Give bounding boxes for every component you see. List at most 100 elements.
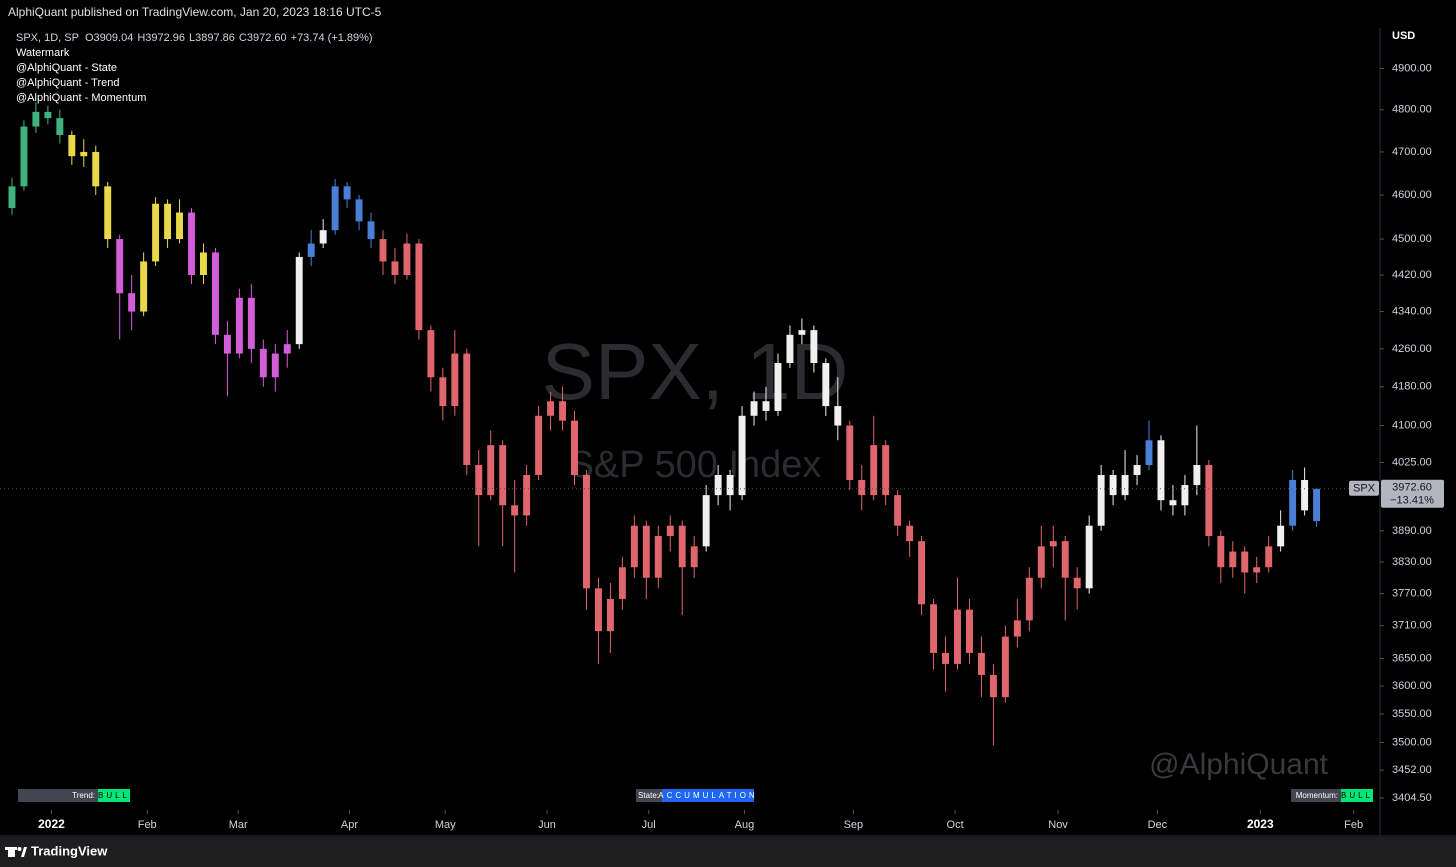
y-tick-label: 3650.00 bbox=[1392, 652, 1432, 664]
symbol-tag: SPX bbox=[1353, 483, 1376, 495]
candle-body bbox=[104, 186, 112, 240]
candle-body bbox=[8, 186, 16, 209]
candle-body bbox=[80, 151, 88, 157]
candle-body bbox=[451, 353, 459, 407]
candle-body bbox=[487, 445, 495, 496]
candle-body bbox=[176, 212, 184, 240]
candle-body bbox=[211, 252, 219, 335]
x-tick-label: Feb bbox=[138, 819, 157, 831]
symbol-tag-box bbox=[1349, 480, 1379, 496]
currency: USD bbox=[1392, 30, 1415, 42]
candle-body bbox=[882, 445, 890, 496]
candle-body bbox=[1049, 541, 1057, 547]
y-tick-label: 3890.00 bbox=[1392, 525, 1432, 537]
candle-body bbox=[834, 406, 842, 426]
candle-body bbox=[247, 297, 255, 349]
candle-body bbox=[1169, 500, 1177, 506]
candle-body bbox=[810, 330, 818, 364]
candle-body bbox=[1313, 488, 1321, 522]
candle-body bbox=[1013, 620, 1021, 637]
candle-body bbox=[547, 401, 555, 416]
y-tick-label: 3404.50 bbox=[1392, 792, 1432, 804]
candle-body bbox=[714, 474, 722, 496]
candle-body bbox=[92, 151, 100, 187]
candle-body bbox=[966, 609, 973, 653]
candle-body bbox=[32, 111, 40, 127]
candle-body bbox=[954, 609, 961, 664]
y-tick-label: 3830.00 bbox=[1392, 556, 1432, 568]
x-tick-label: 2022 bbox=[38, 817, 65, 831]
y-tick-label: 4700.00 bbox=[1392, 146, 1432, 158]
panel-value-box bbox=[662, 789, 754, 802]
candle-body bbox=[271, 353, 279, 378]
panel-value: BULL bbox=[1341, 791, 1373, 800]
candle-body bbox=[1073, 577, 1081, 589]
candle-body bbox=[56, 118, 64, 135]
candle-body bbox=[846, 425, 854, 481]
candle-body bbox=[559, 401, 567, 421]
change: +73.74 (+1.89%) bbox=[291, 32, 373, 44]
candle-body bbox=[1061, 541, 1069, 578]
h-value: 3972.96 bbox=[145, 32, 185, 44]
candle-body bbox=[439, 377, 447, 407]
candle-body bbox=[499, 445, 507, 506]
y-tick-label: 3500.00 bbox=[1392, 736, 1432, 748]
symbol: SPX, 1D, SP bbox=[16, 32, 79, 44]
candle-body bbox=[786, 334, 794, 364]
candle-body bbox=[1205, 465, 1213, 537]
candle-body bbox=[1157, 440, 1165, 501]
y-tick-label: 4180.00 bbox=[1392, 381, 1432, 393]
l-key: L bbox=[189, 32, 195, 44]
candle-body bbox=[726, 474, 734, 496]
panel-label: Momentum: bbox=[1296, 791, 1338, 800]
x-tick-label: 2023 bbox=[1247, 817, 1274, 831]
candle-body bbox=[870, 445, 878, 496]
x-tick-label: Feb bbox=[1344, 819, 1363, 831]
candle-body bbox=[798, 330, 806, 335]
candle-body bbox=[1133, 465, 1141, 475]
y-tick-label: 4025.00 bbox=[1392, 456, 1432, 468]
candle-body bbox=[1145, 440, 1153, 466]
candle-body bbox=[44, 111, 52, 119]
candle-body bbox=[594, 588, 602, 632]
candle-body bbox=[343, 186, 351, 200]
candle-body bbox=[1193, 465, 1201, 486]
candle-body bbox=[199, 252, 207, 275]
candle-body bbox=[1001, 636, 1009, 698]
panel-label: State: bbox=[638, 791, 659, 800]
candle-body bbox=[1109, 474, 1117, 496]
candle-body bbox=[1181, 485, 1189, 506]
x-tick-label: Sep bbox=[844, 819, 864, 831]
x-tick-label: Oct bbox=[947, 819, 964, 831]
candle-body bbox=[223, 334, 231, 354]
o-value: 3909.04 bbox=[94, 32, 134, 44]
logo-part bbox=[5, 847, 17, 850]
candle-body bbox=[702, 495, 710, 547]
panel-value-box bbox=[98, 789, 130, 802]
x-tick-label: Dec bbox=[1148, 819, 1168, 831]
candle-body bbox=[930, 604, 938, 653]
h-key: H bbox=[137, 32, 145, 44]
x-tick-label: Jun bbox=[538, 819, 556, 831]
candle-body bbox=[415, 243, 423, 331]
candle-body bbox=[822, 363, 830, 407]
logo-part bbox=[8, 847, 15, 857]
candle-body bbox=[989, 674, 997, 698]
candle-body bbox=[1097, 474, 1105, 526]
price-tag-box bbox=[1381, 479, 1444, 508]
candle-body bbox=[475, 465, 483, 496]
candle-body bbox=[1037, 546, 1045, 578]
panel-value: BULL bbox=[98, 791, 130, 800]
watermark-author: @AlphiQuant bbox=[1149, 748, 1329, 781]
panel-label-box bbox=[636, 789, 662, 802]
candle-body bbox=[463, 353, 471, 466]
candle-body bbox=[307, 243, 315, 257]
candle-body bbox=[331, 186, 339, 231]
candle-body bbox=[1217, 536, 1225, 568]
candle-body bbox=[630, 525, 638, 568]
candle-body bbox=[894, 495, 902, 526]
tradingview-logo bbox=[5, 847, 27, 857]
y-tick-label: 4800.00 bbox=[1392, 104, 1432, 116]
candle-body bbox=[1301, 480, 1309, 511]
